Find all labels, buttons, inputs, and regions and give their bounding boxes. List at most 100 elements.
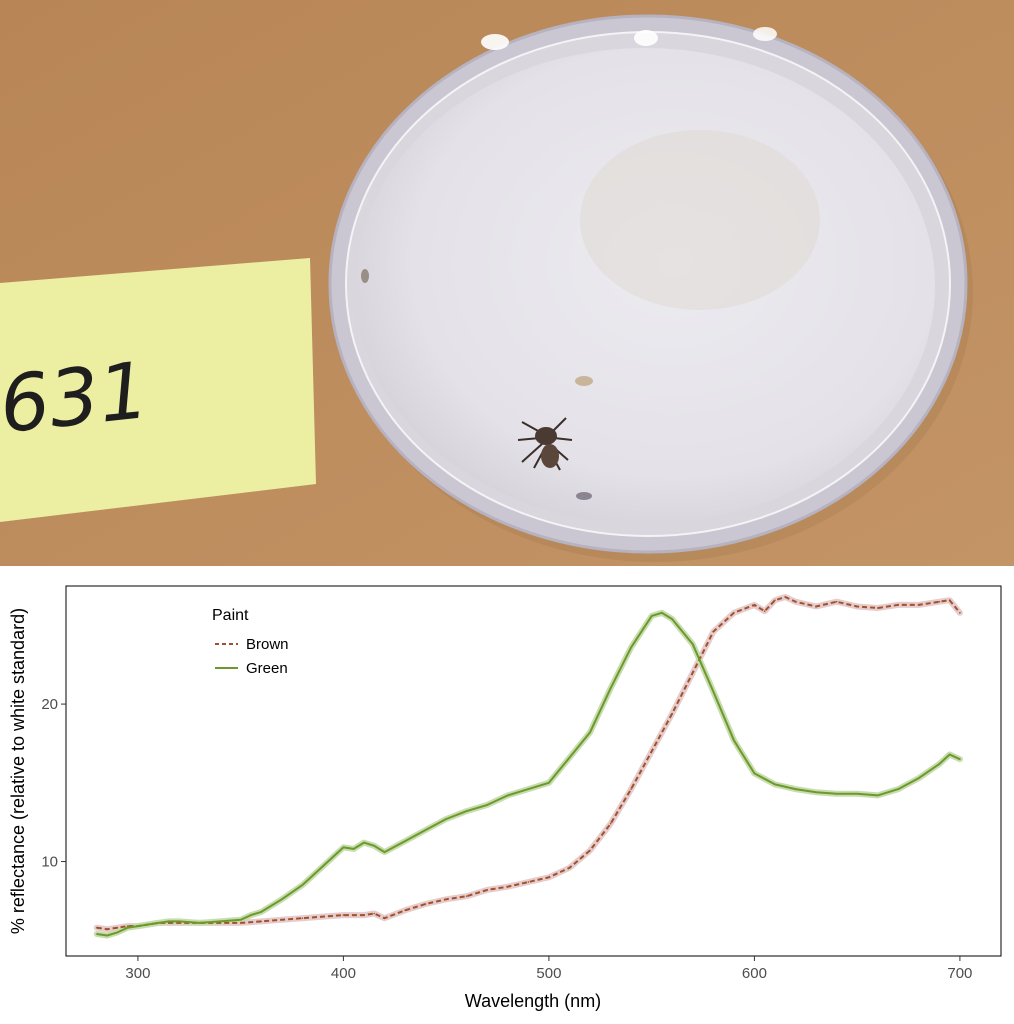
data-point-green — [239, 919, 242, 921]
data-point-green — [774, 783, 776, 786]
spider-body — [535, 427, 557, 445]
data-point-green — [692, 643, 694, 646]
data-point-green — [301, 884, 304, 886]
specimen-photo: 631 — [0, 0, 1014, 566]
data-point-green — [650, 615, 653, 617]
data-point-brown — [301, 917, 304, 919]
data-point-green — [661, 612, 663, 614]
data-point-green — [609, 687, 612, 690]
sticky-note-paper — [0, 258, 316, 522]
data-point-brown — [260, 920, 263, 923]
data-point-brown — [897, 604, 900, 606]
dish-glare — [481, 34, 509, 50]
data-point-brown — [856, 605, 858, 608]
stain — [580, 130, 820, 310]
data-point-brown — [383, 917, 386, 919]
data-point-brown — [733, 612, 735, 614]
sticky-note: 631 — [0, 258, 316, 522]
data-point-brown — [239, 922, 242, 924]
data-point-green — [486, 804, 489, 806]
data-point-green — [404, 840, 406, 842]
data-point-green — [948, 753, 951, 756]
x-tick-label: 400 — [331, 965, 356, 982]
spider-abdomen — [541, 444, 559, 468]
data-point-green — [116, 931, 119, 934]
data-point-brown — [650, 750, 653, 753]
x-tick-label: 500 — [536, 965, 561, 982]
data-point-brown — [445, 898, 448, 901]
x-tick-label: 300 — [125, 965, 150, 982]
data-point-green — [445, 818, 448, 820]
data-point-brown — [219, 922, 221, 924]
data-point-brown — [322, 915, 324, 918]
series-lines — [96, 596, 961, 937]
data-point-brown — [527, 881, 530, 883]
data-point-green — [712, 690, 715, 693]
data-point-green — [424, 829, 427, 831]
data-point-green — [568, 756, 571, 759]
data-point-brown — [363, 914, 365, 916]
data-point-brown — [835, 600, 838, 603]
data-point-green — [157, 922, 160, 924]
data-point-brown — [373, 912, 376, 915]
plot-panel — [65, 585, 1002, 957]
data-point-green — [589, 731, 591, 734]
data-point-green — [260, 911, 263, 913]
data-point-green — [106, 934, 108, 937]
data-point-green — [938, 763, 941, 765]
insect-fragment — [575, 376, 593, 386]
data-point-green — [507, 794, 509, 797]
data-point-green — [167, 920, 170, 923]
data-point-brown — [342, 914, 345, 916]
y-tick-label: 20 — [41, 696, 58, 713]
data-point-brown — [126, 925, 129, 927]
dish-glare-2 — [634, 30, 658, 46]
data-point-green — [383, 851, 386, 853]
y-axis-title: % reflectance (relative to white standar… — [8, 608, 28, 934]
data-point-brown — [486, 889, 489, 891]
data-point-brown — [712, 630, 715, 633]
data-point-green — [126, 926, 129, 929]
data-point-brown — [763, 610, 766, 612]
data-point-green — [137, 925, 139, 927]
data-point-brown — [794, 600, 797, 603]
x-tick-label: 700 — [947, 965, 972, 982]
insect-fragment-2 — [576, 492, 592, 500]
data-point-green — [630, 646, 632, 649]
series-line-green — [96, 611, 961, 937]
data-point-green — [733, 739, 735, 742]
data-point-green — [96, 933, 98, 935]
data-point-brown — [116, 926, 119, 929]
data-point-brown — [876, 607, 879, 609]
data-point-brown — [784, 596, 786, 598]
data-point-green — [147, 923, 149, 926]
data-point-brown — [815, 605, 817, 608]
data-point-green — [959, 758, 961, 760]
data-point-green — [342, 846, 345, 849]
data-point-brown — [959, 612, 961, 614]
data-point-brown — [178, 922, 180, 924]
data-point-brown — [938, 600, 941, 603]
data-point-green — [363, 841, 365, 844]
data-point-brown — [609, 822, 612, 825]
data-point-brown — [106, 928, 108, 930]
sticky-note-label: 631 — [0, 346, 153, 451]
data-point-green — [671, 618, 673, 620]
data-point-green — [527, 788, 530, 790]
data-point-green — [815, 791, 817, 794]
data-point-brown — [918, 604, 920, 606]
legend-label-green: Green — [246, 660, 288, 677]
data-point-brown — [424, 903, 427, 905]
y-tick-label: 10 — [41, 854, 58, 871]
data-point-brown — [167, 922, 170, 924]
data-point-brown — [465, 895, 468, 897]
data-point-brown — [671, 712, 673, 715]
data-point-brown — [589, 849, 591, 852]
data-point-brown — [630, 788, 632, 790]
data-point-brown — [404, 909, 406, 912]
spider — [517, 417, 573, 471]
data-point-brown — [507, 885, 509, 888]
insect-fragment-3 — [361, 269, 369, 283]
data-point-brown — [281, 919, 283, 921]
legend: Paint Brown Green — [212, 607, 289, 677]
